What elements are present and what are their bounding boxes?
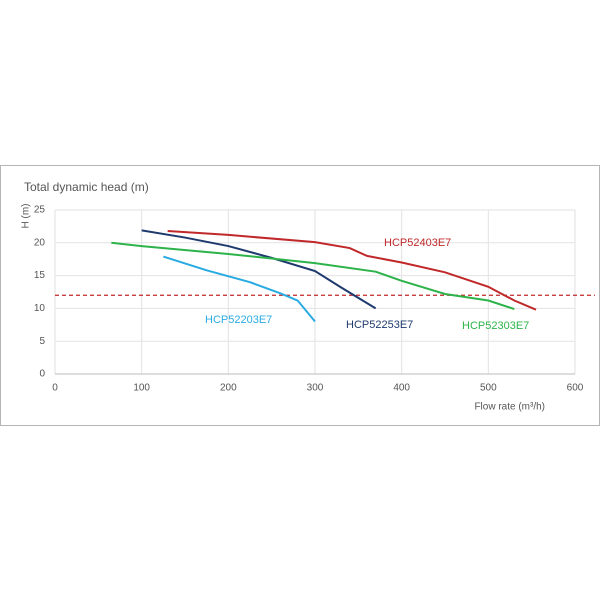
- series-line: [167, 229, 537, 311]
- x-tick-label: 400: [393, 383, 410, 394]
- series-label: HCP52253E7: [346, 319, 413, 331]
- x-tick-label: 600: [567, 383, 584, 394]
- x-axis-label: Flow rate (m³/h): [474, 402, 545, 413]
- x-tick-label: 500: [480, 383, 497, 394]
- y-tick-label: 15: [34, 270, 46, 281]
- series-label: HCP52203E7: [205, 314, 272, 326]
- series-label: HCP52403E7: [384, 237, 451, 249]
- chart-title: Total dynamic head (m): [24, 180, 149, 194]
- x-tick-label: 100: [133, 383, 150, 394]
- x-tick-label: 0: [52, 383, 58, 394]
- y-tick-label: 0: [39, 369, 45, 380]
- series-line: [163, 255, 316, 323]
- y-tick-label: 5: [39, 336, 45, 347]
- y-axis-label: H (m): [21, 204, 32, 229]
- series-label: HCP52303E7: [462, 320, 529, 332]
- y-tick-label: 25: [34, 205, 46, 216]
- y-tick-label: 10: [34, 303, 46, 314]
- x-tick-label: 300: [307, 383, 324, 394]
- series-line: [141, 229, 377, 310]
- y-tick-label: 20: [34, 237, 46, 248]
- x-tick-label: 200: [220, 383, 237, 394]
- series-line: [111, 241, 515, 311]
